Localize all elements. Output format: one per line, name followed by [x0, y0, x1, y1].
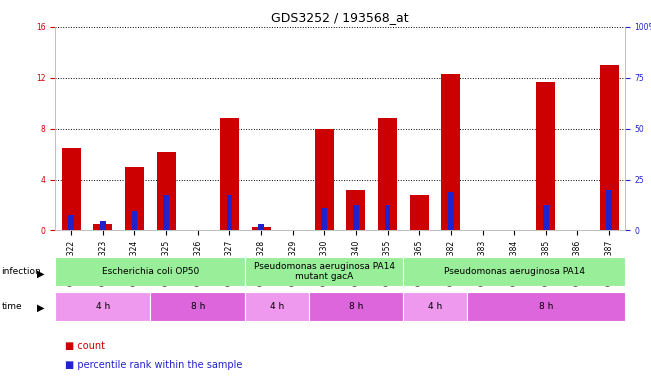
Text: ▶: ▶	[36, 303, 44, 313]
Bar	[150, 292, 245, 321]
Bar	[125, 167, 144, 230]
Bar	[258, 224, 264, 230]
Bar	[227, 195, 232, 230]
Bar	[100, 222, 105, 230]
Bar	[251, 227, 271, 230]
Bar	[157, 152, 176, 230]
Bar	[409, 195, 429, 230]
Bar	[404, 257, 625, 286]
Bar	[385, 205, 391, 230]
Bar	[309, 292, 404, 321]
Bar	[467, 292, 625, 321]
Text: infection: infection	[1, 267, 41, 276]
Text: 8 h: 8 h	[191, 302, 205, 311]
Text: 4 h: 4 h	[428, 302, 442, 311]
Bar	[543, 205, 549, 230]
Bar	[600, 65, 618, 230]
Bar	[441, 74, 460, 230]
Bar	[163, 195, 169, 230]
Bar	[245, 257, 404, 286]
Bar	[448, 192, 454, 230]
Bar	[93, 224, 112, 230]
Text: Pseudomonas aeruginosa PA14: Pseudomonas aeruginosa PA14	[444, 267, 585, 276]
Bar	[55, 292, 150, 321]
Bar	[536, 81, 555, 230]
Text: ■ count: ■ count	[65, 341, 105, 351]
Bar	[62, 148, 81, 230]
Bar	[220, 118, 239, 230]
Bar	[55, 257, 245, 286]
Bar	[404, 292, 467, 321]
Text: 8 h: 8 h	[349, 302, 363, 311]
Bar	[353, 205, 359, 230]
Text: ■ percentile rank within the sample: ■ percentile rank within the sample	[65, 360, 242, 370]
Text: Pseudomonas aeruginosa PA14
mutant gacA: Pseudomonas aeruginosa PA14 mutant gacA	[254, 262, 395, 281]
Text: 4 h: 4 h	[96, 302, 110, 311]
Text: time: time	[1, 302, 22, 311]
Text: 8 h: 8 h	[538, 302, 553, 311]
Text: Escherichia coli OP50: Escherichia coli OP50	[102, 267, 199, 276]
Bar	[68, 215, 74, 230]
Bar	[132, 211, 137, 230]
Bar	[245, 292, 309, 321]
Bar	[606, 190, 612, 230]
Bar	[346, 190, 365, 230]
Text: 4 h: 4 h	[270, 302, 284, 311]
Text: GDS3252 / 193568_at: GDS3252 / 193568_at	[271, 12, 409, 25]
Bar	[378, 118, 397, 230]
Bar	[322, 207, 327, 230]
Text: ▶: ▶	[36, 268, 44, 279]
Bar	[315, 129, 334, 230]
